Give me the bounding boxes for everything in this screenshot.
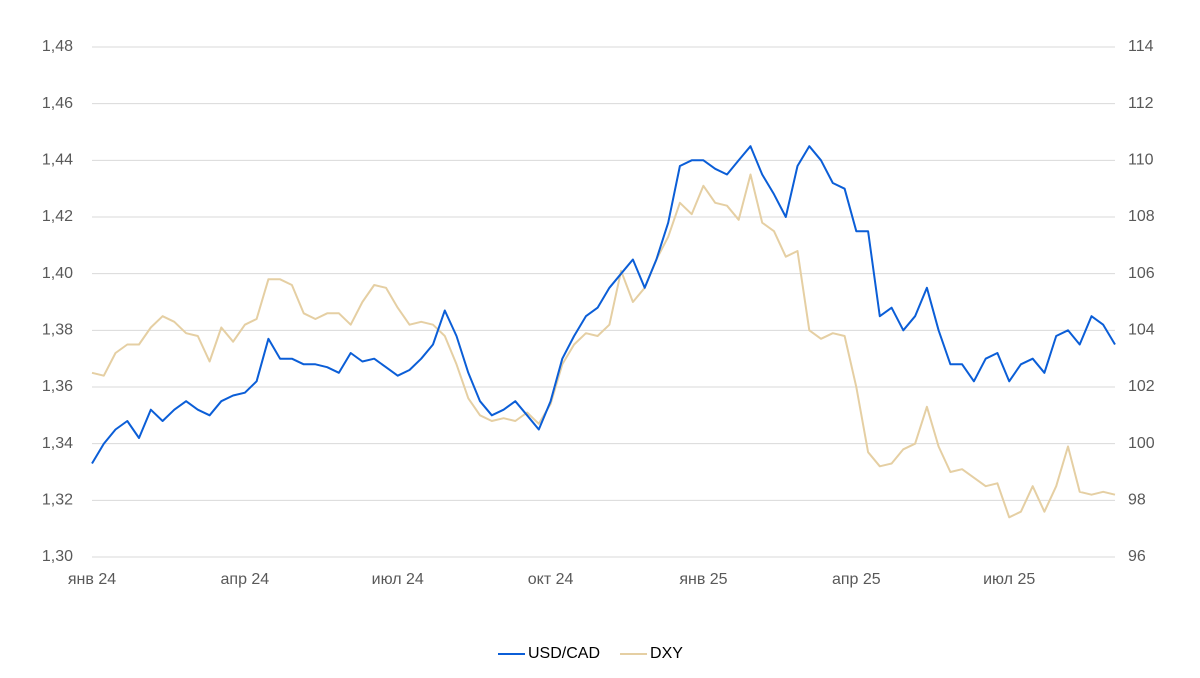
y2-tick-label: 100 bbox=[1128, 435, 1155, 452]
y2-tick-label: 108 bbox=[1128, 208, 1155, 225]
x-tick-label: янв 25 bbox=[679, 571, 727, 588]
y-tick-label: 1,42 bbox=[42, 208, 73, 225]
y-tick-label: 1,34 bbox=[42, 435, 73, 452]
x-tick-label: июл 25 bbox=[983, 571, 1035, 588]
y-tick-label: 1,48 bbox=[42, 38, 73, 55]
legend-label: DXY bbox=[650, 645, 683, 662]
x-tick-label: апр 25 bbox=[832, 571, 881, 588]
y2-tick-label: 114 bbox=[1128, 38, 1154, 55]
y2-tick-label: 98 bbox=[1128, 492, 1146, 509]
y-tick-label: 1,36 bbox=[42, 378, 73, 395]
y-tick-label: 1,32 bbox=[42, 492, 73, 509]
x-tick-label: апр 24 bbox=[221, 571, 270, 588]
y-tick-label: 1,38 bbox=[42, 322, 73, 339]
y2-tick-label: 102 bbox=[1128, 378, 1155, 395]
y2-tick-label: 110 bbox=[1128, 152, 1154, 169]
y2-tick-label: 112 bbox=[1128, 95, 1154, 112]
x-tick-label: окт 24 bbox=[528, 571, 574, 588]
x-tick-label: июл 24 bbox=[372, 571, 424, 588]
x-tick-label: янв 24 bbox=[68, 571, 116, 588]
data-line bbox=[91, 145, 1116, 465]
y2-tick-label: 106 bbox=[1128, 265, 1155, 282]
y2-tick-label: 96 bbox=[1128, 548, 1146, 565]
y2-tick-label: 104 bbox=[1128, 322, 1155, 339]
y-tick-label: 1,40 bbox=[42, 265, 73, 282]
y-tick-label: 1,30 bbox=[42, 548, 73, 565]
legend-label: USD/CAD bbox=[528, 645, 600, 662]
y-tick-label: 1,44 bbox=[42, 152, 73, 169]
data-line bbox=[91, 173, 1116, 519]
y-tick-label: 1,46 bbox=[42, 95, 73, 112]
